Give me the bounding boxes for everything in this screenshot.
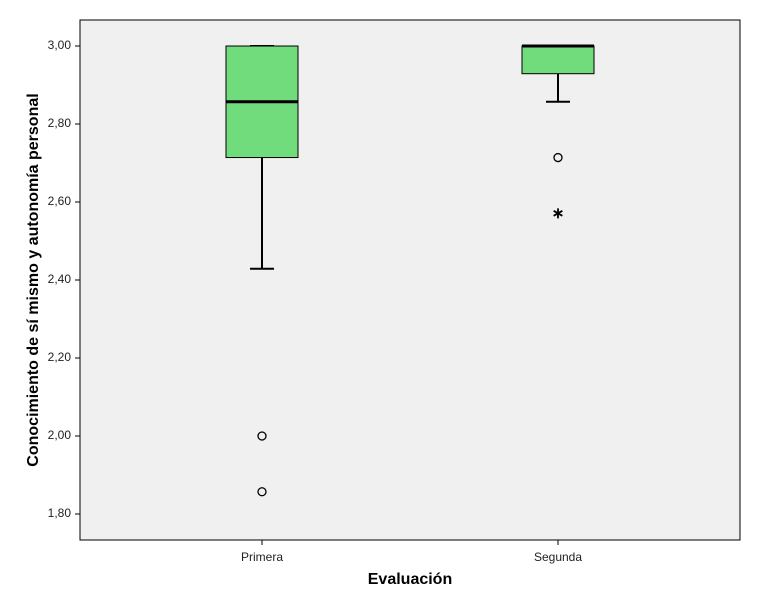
y-tick-label: 2,60 xyxy=(48,194,72,208)
x-tick-label: Segunda xyxy=(534,550,582,564)
y-tick-label: 1,80 xyxy=(48,506,72,520)
outlier xyxy=(553,152,563,163)
y-tick-label: 2,80 xyxy=(48,116,72,130)
y-tick-label: 3,00 xyxy=(48,38,72,52)
y-tick-label: 2,00 xyxy=(48,428,72,442)
outlier xyxy=(257,431,267,441)
outlier xyxy=(257,487,267,497)
y-tick-label: 2,40 xyxy=(48,272,72,286)
y-axis-title: Conocimiento de sí mismo y autonomía per… xyxy=(25,93,42,466)
x-tick-label: Primera xyxy=(241,550,283,564)
plot-area xyxy=(79,19,741,541)
extreme xyxy=(553,208,563,219)
x-axis-title: Evaluación xyxy=(368,571,452,588)
y-tick-label: 2,20 xyxy=(48,350,72,364)
box xyxy=(521,45,595,75)
